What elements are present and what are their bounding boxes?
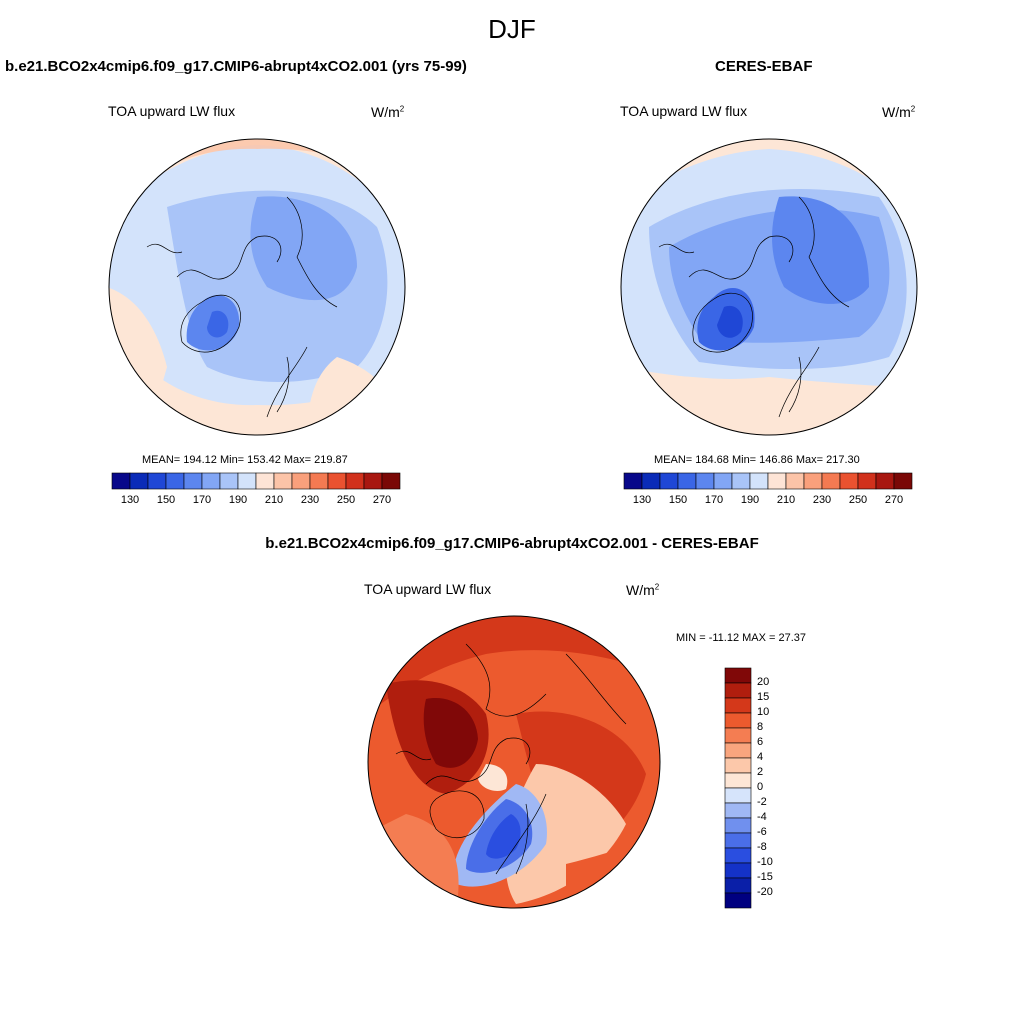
model-variable-label: TOA upward LW flux [108, 103, 236, 119]
diff-colorbar-box [724, 682, 752, 699]
obs-colorbar-box [785, 472, 805, 490]
model-colorbar-box [327, 472, 347, 490]
diff-colorbar-box [724, 712, 752, 729]
diff-colorbar-box [724, 727, 752, 744]
obs-colorbar-box [695, 472, 715, 490]
model-colorbar-box [273, 472, 293, 490]
diff-colorbar-tick-label: 10 [757, 706, 770, 718]
obs-colorbar-tick-label: 190 [740, 494, 760, 506]
model-colorbar-box [381, 472, 401, 490]
model-colorbar [111, 472, 401, 490]
obs-colorbar-box [803, 472, 823, 490]
diff-colorbar-box [724, 832, 752, 849]
diff-colorbar-box [724, 772, 752, 789]
diff-colorbar-box [724, 877, 752, 894]
model-colorbar-box [201, 472, 221, 490]
model-colorbar-box [255, 472, 275, 490]
diff-colorbar-tick-label: 2 [757, 766, 764, 778]
model-colorbar-tick-label: 250 [336, 494, 356, 506]
obs-colorbar-tick-label: 170 [704, 494, 724, 506]
diff-colorbar-tick-label: -8 [757, 841, 767, 853]
obs-colorbar-box [893, 472, 913, 490]
obs-variable-label: TOA upward LW flux [620, 103, 748, 119]
diff-colorbar-box [724, 697, 752, 714]
diff-colorbar-tick-label: -2 [757, 796, 767, 808]
diff-colorbar-box [724, 742, 752, 759]
figure-title: DJF [488, 14, 536, 44]
model-colorbar-box [309, 472, 329, 490]
obs-colorbar-box [821, 472, 841, 490]
model-colorbar-tick-label: 190 [228, 494, 248, 506]
diff-colorbar-tick-label: 0 [757, 781, 764, 793]
diff-colorbar-box [724, 892, 752, 909]
model-colorbar-box [183, 472, 203, 490]
model-case-title: b.e21.BCO2x4cmip6.f09_g17.CMIP6-abrupt4x… [5, 58, 467, 75]
model-colorbar-box [147, 472, 167, 490]
diff-colorbar-tick-label: -10 [757, 856, 773, 868]
diff-colorbar-tick-label: 6 [757, 736, 764, 748]
obs-colorbar-tick-label: 210 [776, 494, 796, 506]
obs-colorbar [623, 472, 913, 490]
obs-colorbar-box [731, 472, 751, 490]
model-colorbar-box [291, 472, 311, 490]
obs-colorbar-tick-label: 250 [848, 494, 868, 506]
diff-colorbar-tick-label: 15 [757, 691, 770, 703]
obs-colorbar-tick-label: 130 [632, 494, 652, 506]
obs-units-label: W/m2 [882, 104, 916, 120]
model-colorbar-tick-label: 230 [300, 494, 320, 506]
model-colorbar-box [165, 472, 185, 490]
diff-colorbar-tick-label: -15 [757, 871, 773, 883]
diff-colorbar-tick-label: -6 [757, 826, 767, 838]
diff-colorbar-box [724, 817, 752, 834]
model-units-label: W/m2 [371, 104, 405, 120]
diff-colorbar-box [724, 757, 752, 774]
obs-colorbar-tick-label: 230 [812, 494, 832, 506]
diff-colorbar-box [724, 802, 752, 819]
obs-colorbar-box [767, 472, 787, 490]
obs-colorbar-tick-label: 150 [668, 494, 688, 506]
model-colorbar-tick-label: 150 [156, 494, 176, 506]
model-colorbar-box [363, 472, 383, 490]
obs-colorbar-box [659, 472, 679, 490]
obs-colorbar-box [857, 472, 877, 490]
diff-colorbar-tick-label: 8 [757, 721, 764, 733]
model-colorbar-box [237, 472, 257, 490]
diff-colorbar-tick-label: -20 [757, 886, 773, 898]
diff-colorbar-box [724, 787, 752, 804]
model-colorbar-box [345, 472, 365, 490]
model-colorbar-box [219, 472, 239, 490]
model-colorbar-tick-label: 170 [192, 494, 212, 506]
model-polar-map [108, 138, 406, 436]
diff-colorbar [724, 667, 752, 909]
obs-stats: MEAN= 184.68 Min= 146.86 Max= 217.30 [654, 454, 860, 466]
obs-case-title: CERES-EBAF [715, 58, 813, 75]
diff-colorbar-box [724, 667, 752, 684]
obs-colorbar-box [641, 472, 661, 490]
diff-colorbar-tick-label: 20 [757, 676, 770, 688]
obs-polar-map [620, 138, 918, 436]
model-colorbar-tick-label: 210 [264, 494, 284, 506]
diff-polar-map [367, 615, 661, 909]
diff-colorbar-box [724, 847, 752, 864]
diff-colorbar-tick-label: -4 [757, 811, 767, 823]
diff-colorbar-tick-label: 4 [757, 751, 764, 763]
obs-colorbar-box [713, 472, 733, 490]
model-colorbar-tick-label: 270 [372, 494, 392, 506]
diff-colorbar-box [724, 862, 752, 879]
diff-units-label: W/m2 [626, 582, 660, 598]
obs-colorbar-box [839, 472, 859, 490]
obs-colorbar-box [623, 472, 643, 490]
model-colorbar-tick-label: 130 [120, 494, 140, 506]
obs-colorbar-box [677, 472, 697, 490]
obs-colorbar-tick-label: 270 [884, 494, 904, 506]
model-colorbar-box [129, 472, 149, 490]
diff-case-title: b.e21.BCO2x4cmip6.f09_g17.CMIP6-abrupt4x… [265, 535, 759, 552]
model-colorbar-box [111, 472, 131, 490]
diff-stats: MIN = -11.12 MAX = 27.37 [676, 632, 807, 644]
obs-colorbar-box [875, 472, 895, 490]
model-stats: MEAN= 194.12 Min= 153.42 Max= 219.87 [142, 454, 348, 466]
obs-colorbar-box [749, 472, 769, 490]
diff-variable-label: TOA upward LW flux [364, 581, 492, 597]
